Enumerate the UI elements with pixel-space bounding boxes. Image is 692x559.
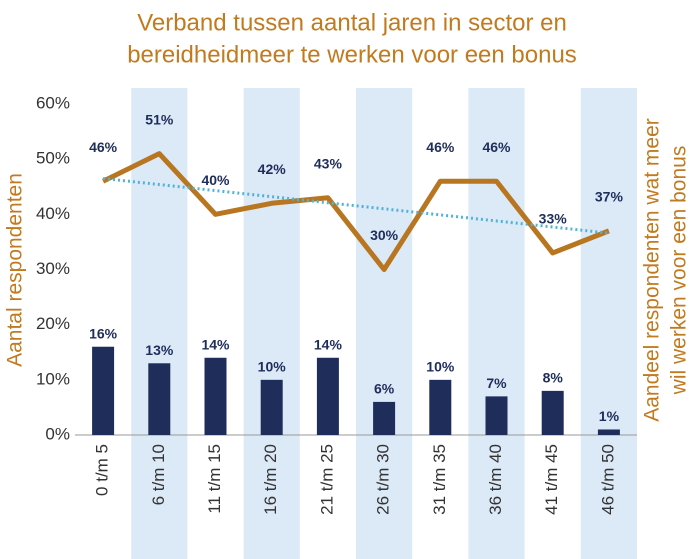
data-label: 42% — [258, 161, 287, 177]
data-label: 14% — [201, 336, 230, 352]
data-label: 7% — [486, 375, 507, 391]
x-tick-label: 6 t/m 10 — [149, 444, 168, 505]
y-tick-label: 40% — [36, 204, 70, 223]
data-label: 16% — [89, 325, 118, 341]
data-label: 40% — [201, 172, 230, 188]
data-label: 30% — [370, 227, 399, 243]
column-band — [580, 88, 637, 559]
data-label: 1% — [599, 408, 620, 424]
data-label: 37% — [595, 189, 624, 205]
y-axis-title: Aantal respondenten — [4, 173, 27, 367]
y-tick-label: 60% — [36, 93, 70, 112]
x-tick-label: 21 t/m 25 — [317, 444, 336, 515]
data-label: 46% — [89, 139, 118, 155]
x-tick-label: 11 t/m 15 — [205, 444, 224, 514]
y-tick-label: 50% — [36, 149, 70, 168]
data-label: 43% — [314, 155, 343, 171]
column-band — [243, 88, 300, 559]
y2-axis-title: Aandeel respondenten wat meer — [641, 118, 664, 422]
bar — [204, 357, 227, 435]
data-label: 14% — [314, 336, 343, 352]
bar — [316, 357, 339, 435]
x-tick-label: 41 t/m 45 — [542, 444, 561, 515]
bar — [541, 390, 564, 435]
data-label: 13% — [145, 342, 174, 358]
data-label: 8% — [543, 370, 564, 386]
x-tick-label: 26 t/m 30 — [374, 444, 393, 515]
bar — [597, 429, 620, 435]
column-band — [356, 88, 413, 559]
data-label: 51% — [145, 111, 174, 127]
bar — [485, 396, 508, 435]
y-tick-label: 0% — [45, 424, 70, 443]
x-tick-label: 31 t/m 35 — [430, 444, 449, 515]
x-tick-label: 46 t/m 50 — [598, 444, 617, 515]
bar — [92, 346, 115, 435]
y2-axis-title: wil werken voor een bonus — [668, 146, 691, 396]
y-tick-label: 20% — [36, 314, 70, 333]
x-tick-label: 36 t/m 40 — [486, 444, 505, 515]
data-label: 10% — [258, 359, 287, 375]
bar — [260, 379, 283, 435]
data-label: 33% — [539, 211, 568, 227]
data-label: 46% — [482, 139, 511, 155]
chart-title: Verband tussen aantal jaren in sector en — [137, 9, 567, 36]
column-band — [131, 88, 188, 559]
bar — [429, 379, 452, 435]
bar — [373, 401, 396, 435]
y-tick-label: 10% — [36, 369, 70, 388]
y-tick-label: 30% — [36, 259, 70, 278]
line — [101, 151, 610, 272]
chart-title: bereidheidmeer te werken voor een bonus — [127, 41, 577, 68]
data-label: 46% — [426, 139, 455, 155]
data-label: 10% — [426, 359, 455, 375]
x-tick-label: 16 t/m 20 — [261, 444, 280, 515]
data-label: 6% — [374, 381, 395, 397]
bar — [148, 363, 171, 435]
x-tick-label: 0 t/m 5 — [93, 444, 112, 496]
column-band — [468, 88, 525, 559]
